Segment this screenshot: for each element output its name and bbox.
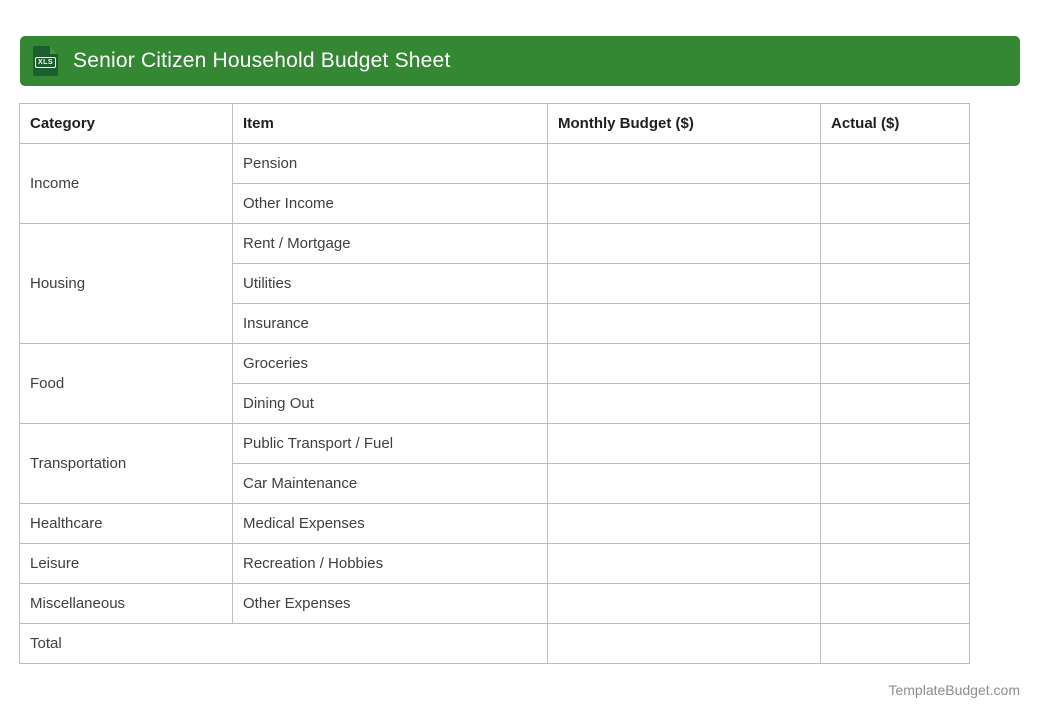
monthly-budget-cell[interactable] <box>547 543 821 584</box>
category-cell: Income <box>19 143 233 224</box>
column-header-monthly-budget: Monthly Budget ($) <box>547 103 821 144</box>
monthly-budget-cell[interactable] <box>547 263 821 304</box>
item-cell: Car Maintenance <box>232 463 548 504</box>
xls-icon-label: XLS <box>34 56 57 68</box>
monthly-budget-cell[interactable] <box>547 183 821 224</box>
item-cell: Medical Expenses <box>232 503 548 544</box>
total-row: Total <box>19 623 970 664</box>
monthly-budget-cell[interactable] <box>547 343 821 384</box>
category-cell: Transportation <box>19 423 233 504</box>
actual-cell[interactable] <box>820 143 970 184</box>
item-cell: Other Expenses <box>232 583 548 624</box>
monthly-budget-cell[interactable] <box>547 223 821 264</box>
item-cell: Utilities <box>232 263 548 304</box>
column-header-item: Item <box>232 103 548 144</box>
monthly-budget-cell[interactable] <box>547 143 821 184</box>
total-monthly-budget-cell[interactable] <box>547 623 821 664</box>
actual-cell[interactable] <box>820 343 970 384</box>
actual-cell[interactable] <box>820 423 970 464</box>
monthly-budget-cell[interactable] <box>547 383 821 424</box>
actual-cell[interactable] <box>820 583 970 624</box>
table-row: Leisure Recreation / Hobbies <box>19 543 970 584</box>
column-header-category: Category <box>19 103 233 144</box>
table-header-row: Category Item Monthly Budget ($) Actual … <box>19 103 970 144</box>
category-cell: Housing <box>19 223 233 344</box>
item-cell: Groceries <box>232 343 548 384</box>
header-bar: XLS Senior Citizen Household Budget Shee… <box>20 36 1020 86</box>
category-cell: Leisure <box>19 543 233 584</box>
item-cell: Recreation / Hobbies <box>232 543 548 584</box>
total-label-cell: Total <box>19 623 548 664</box>
table-row: Miscellaneous Other Expenses <box>19 583 970 624</box>
item-cell: Public Transport / Fuel <box>232 423 548 464</box>
monthly-budget-cell[interactable] <box>547 503 821 544</box>
item-cell: Insurance <box>232 303 548 344</box>
category-cell: Healthcare <box>19 503 233 544</box>
page-title: Senior Citizen Household Budget Sheet <box>73 49 451 72</box>
monthly-budget-cell[interactable] <box>547 423 821 464</box>
item-cell: Rent / Mortgage <box>232 223 548 264</box>
table-row: Income Pension <box>19 143 970 224</box>
monthly-budget-cell[interactable] <box>547 583 821 624</box>
footer-site-link[interactable]: TemplateBudget.com <box>888 682 1020 698</box>
table-row: Transportation Public Transport / Fuel <box>19 423 970 504</box>
actual-cell[interactable] <box>820 503 970 544</box>
item-cell: Other Income <box>232 183 548 224</box>
table-row: Food Groceries <box>19 343 970 424</box>
item-cell: Dining Out <box>232 383 548 424</box>
xls-file-icon: XLS <box>33 46 58 76</box>
table-row: Car Maintenance <box>20 463 970 504</box>
actual-cell[interactable] <box>820 183 970 224</box>
column-header-actual: Actual ($) <box>820 103 970 144</box>
table-row: Healthcare Medical Expenses <box>19 503 970 544</box>
actual-cell[interactable] <box>820 223 970 264</box>
table-row: Utilities <box>20 263 970 304</box>
item-cell: Pension <box>232 143 548 184</box>
budget-table-body: Income Pension Other Income Housing Rent / M… <box>19 143 970 664</box>
category-cell: Miscellaneous <box>19 583 233 624</box>
budget-table: Category Item Monthly Budget ($) Actual … <box>19 103 970 664</box>
table-row: Housing Rent / Mortgage <box>19 223 970 344</box>
actual-cell[interactable] <box>820 263 970 304</box>
monthly-budget-cell[interactable] <box>547 463 821 504</box>
category-cell: Food <box>19 343 233 424</box>
total-actual-cell[interactable] <box>820 623 970 664</box>
actual-cell[interactable] <box>820 543 970 584</box>
actual-cell[interactable] <box>820 303 970 344</box>
monthly-budget-cell[interactable] <box>547 303 821 344</box>
actual-cell[interactable] <box>820 383 970 424</box>
actual-cell[interactable] <box>820 463 970 504</box>
